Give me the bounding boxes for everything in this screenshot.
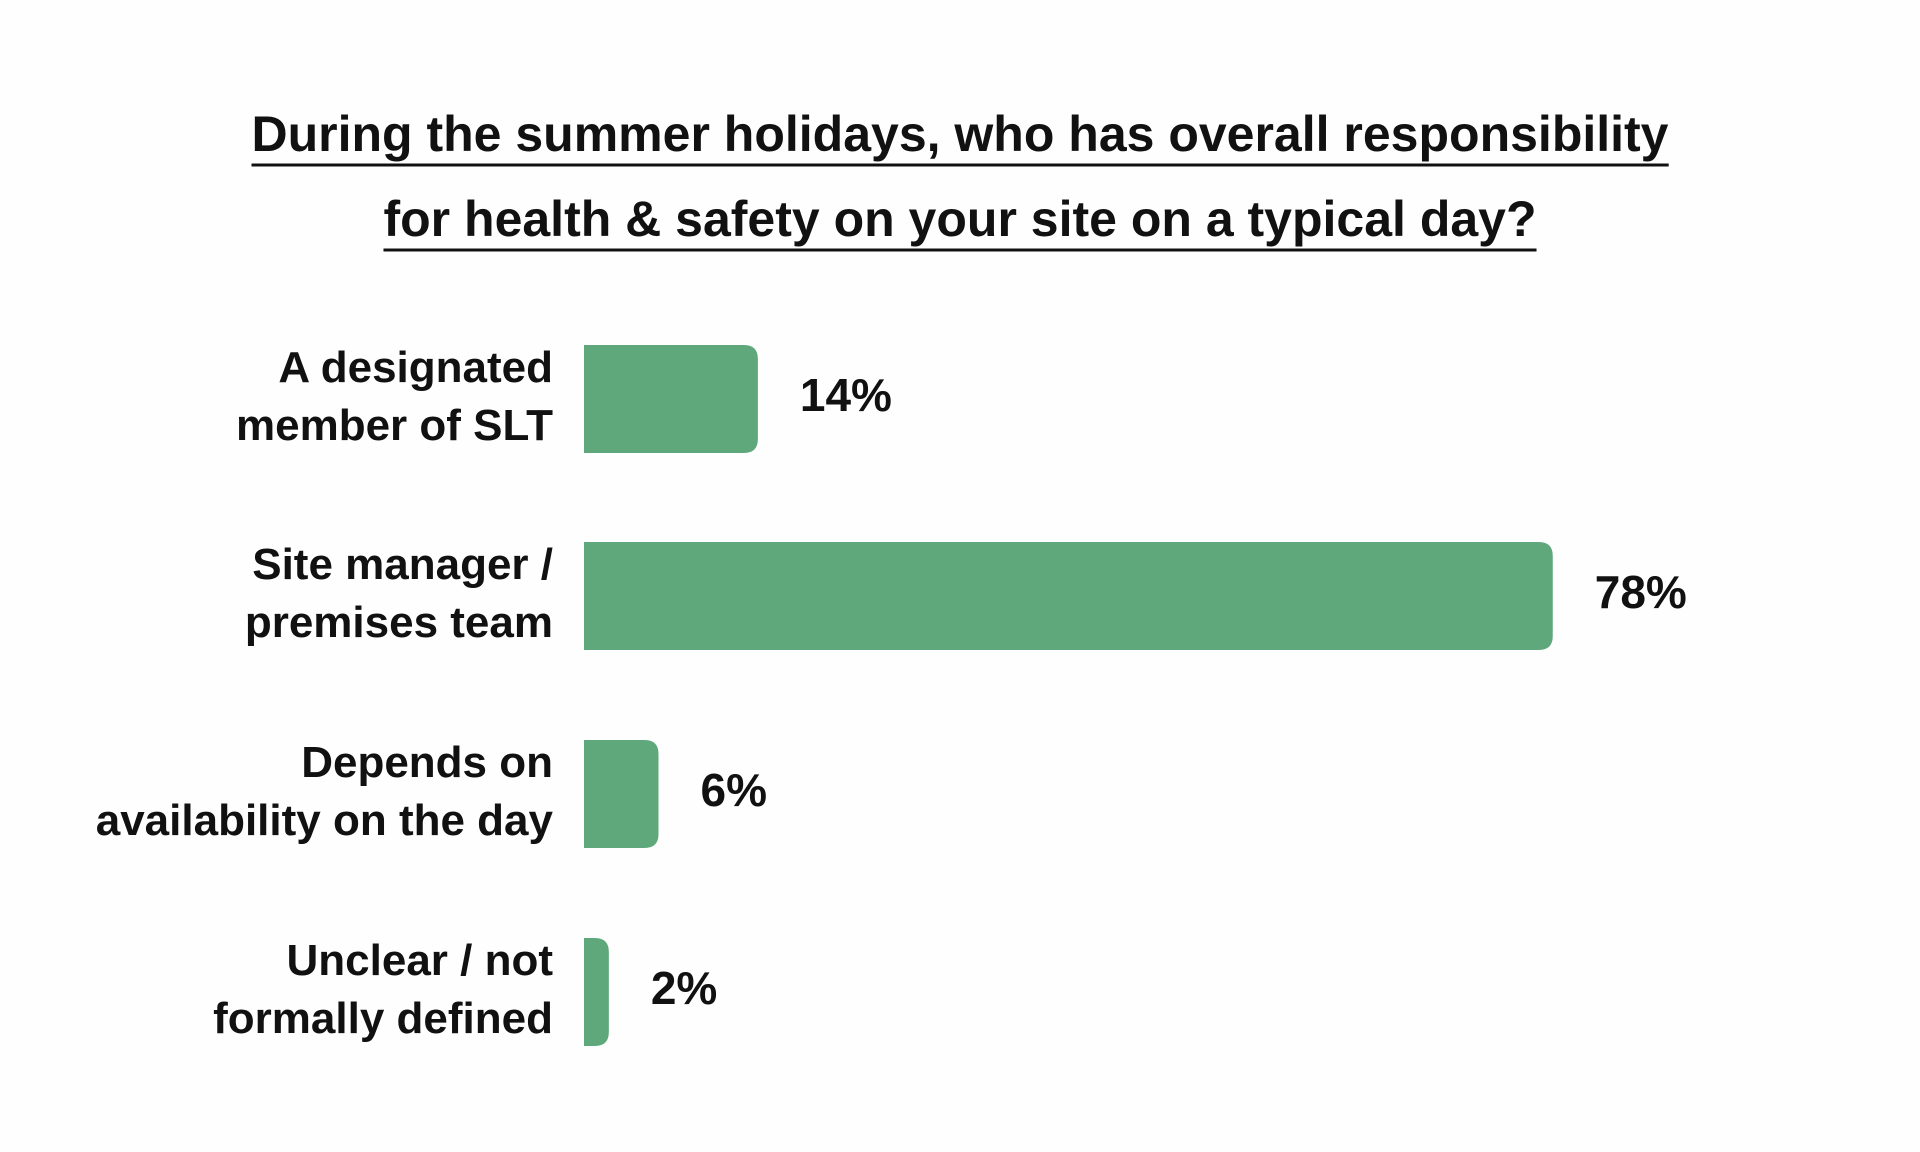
- value-label: 14%: [800, 369, 892, 421]
- category-line: Depends on: [301, 738, 553, 787]
- title-line: for health & safety on your site on a ty…: [383, 191, 1536, 247]
- category-label: A designated member of SLT: [236, 343, 553, 450]
- bar: [584, 542, 1553, 650]
- category-label: Site manager / premises team: [245, 540, 553, 647]
- category-label: Unclear / not formally defined: [213, 936, 553, 1043]
- category-line: premises team: [245, 598, 553, 647]
- bar: [584, 740, 659, 848]
- category-label: Depends on availability on the day: [96, 738, 554, 845]
- category-line: member of SLT: [236, 401, 553, 450]
- category-line: formally defined: [213, 994, 553, 1043]
- bar: [584, 345, 758, 453]
- value-label: 78%: [1595, 566, 1687, 618]
- bar: [584, 938, 609, 1046]
- chart-title: During the summer holidays, who has over…: [252, 106, 1669, 247]
- category-line: availability on the day: [96, 796, 554, 845]
- category-line: Site manager /: [252, 540, 553, 589]
- category-line: A designated: [278, 343, 553, 392]
- category-line: Unclear / not: [287, 936, 554, 985]
- value-label: 2%: [651, 962, 717, 1014]
- title-line: During the summer holidays, who has over…: [252, 106, 1669, 162]
- value-label: 6%: [701, 764, 767, 816]
